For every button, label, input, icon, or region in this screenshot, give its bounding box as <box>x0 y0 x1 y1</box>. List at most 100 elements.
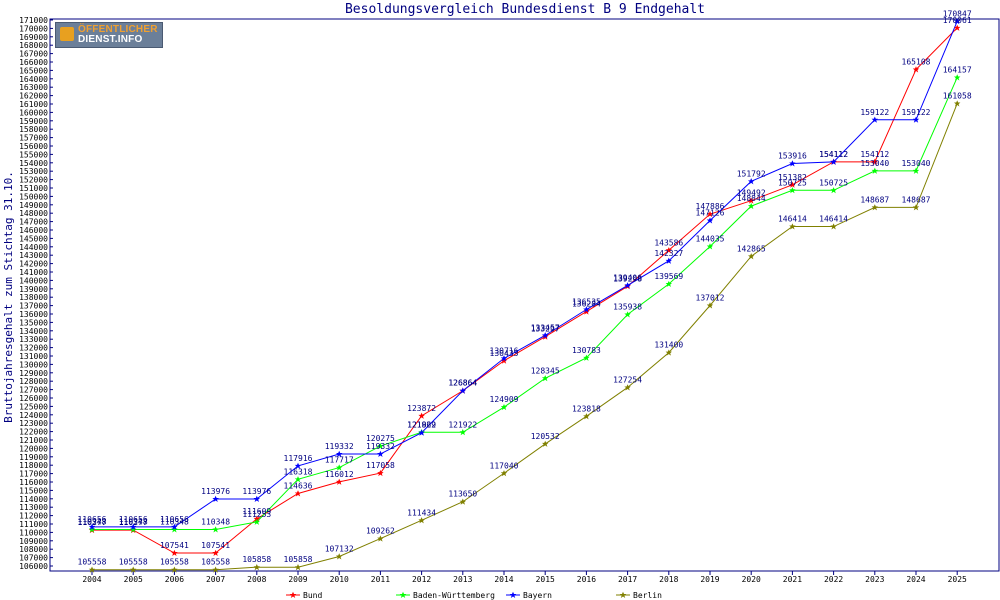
data-label: 105558 <box>160 558 189 567</box>
x-tick-label: 2016 <box>577 575 596 584</box>
y-tick-label: 143000 <box>19 251 48 260</box>
y-tick-label: 170000 <box>19 24 48 33</box>
data-point <box>171 566 178 573</box>
y-tick-label: 122000 <box>19 428 48 437</box>
y-tick-label: 136000 <box>19 310 48 319</box>
x-tick-label: 2025 <box>948 575 967 584</box>
y-tick-label: 158000 <box>19 125 48 134</box>
x-tick-label: 2024 <box>906 575 925 584</box>
y-tick-label: 108000 <box>19 545 48 554</box>
legend-entry: Bayern <box>523 591 552 600</box>
data-point <box>294 476 302 483</box>
data-label: 154112 <box>819 150 848 159</box>
data-label: 159122 <box>902 108 931 117</box>
data-point <box>377 535 384 542</box>
y-tick-label: 165000 <box>19 66 48 75</box>
y-tick-label: 126000 <box>19 394 48 403</box>
data-point <box>830 158 837 165</box>
data-point <box>542 440 549 447</box>
data-label: 133457 <box>531 323 560 332</box>
legend-marker <box>289 591 297 598</box>
y-tick-label: 118000 <box>19 461 48 470</box>
data-point <box>830 187 837 194</box>
data-point <box>294 490 302 497</box>
legend-marker <box>399 591 407 598</box>
data-point <box>789 181 796 188</box>
data-point <box>665 280 672 288</box>
data-point <box>377 450 384 458</box>
data-point <box>748 202 755 210</box>
data-label: 113976 <box>201 487 230 496</box>
data-label: 110277 <box>78 518 107 527</box>
y-tick-label: 155000 <box>19 150 48 159</box>
y-tick-label: 123000 <box>19 419 48 428</box>
y-tick-label: 133000 <box>19 335 48 344</box>
data-label: 111609 <box>242 507 271 516</box>
data-label: 130433 <box>490 349 519 358</box>
data-label: 120532 <box>531 432 560 441</box>
y-tick-label: 120000 <box>19 444 48 453</box>
y-tick-label: 110000 <box>19 528 48 537</box>
data-label: 164157 <box>943 65 972 74</box>
data-label: 146414 <box>819 215 848 224</box>
y-tick-label: 169000 <box>19 33 48 42</box>
data-label: 142865 <box>737 244 766 253</box>
data-point <box>294 462 302 469</box>
data-label: 159122 <box>860 108 889 117</box>
series-line-0 <box>92 27 958 554</box>
data-label: 154112 <box>860 150 889 159</box>
site-logo: ÖFFENTLICHER DIENST.INFO <box>55 22 163 48</box>
y-axis: 1060001070001080001090001100001110001120… <box>19 16 53 571</box>
data-point <box>377 469 384 477</box>
y-tick-label: 153000 <box>19 167 48 176</box>
y-tick-label: 144000 <box>19 243 48 252</box>
y-tick-label: 131000 <box>19 352 48 361</box>
logo-text-line1: ÖFFENTLICHER <box>78 24 158 35</box>
data-point <box>954 74 961 81</box>
y-tick-label: 129000 <box>19 369 48 378</box>
data-point <box>171 526 178 533</box>
y-tick-label: 130000 <box>19 360 48 369</box>
data-label: 133297 <box>531 325 560 334</box>
data-label: 139406 <box>613 273 642 282</box>
data-point <box>954 24 961 31</box>
x-tick-label: 2017 <box>618 575 637 584</box>
data-label: 131400 <box>654 341 683 350</box>
data-point <box>459 387 466 394</box>
data-label: 126864 <box>448 379 477 388</box>
data-point <box>871 167 878 174</box>
y-tick-label: 111000 <box>19 520 48 529</box>
data-label: 105558 <box>119 558 148 567</box>
data-label: 124909 <box>490 395 519 404</box>
y-tick-label: 159000 <box>19 117 48 126</box>
series-line-3 <box>92 103 958 571</box>
y-tick-label: 149000 <box>19 201 48 210</box>
data-point <box>706 217 714 224</box>
y-tick-label: 116000 <box>19 478 48 487</box>
data-point <box>748 178 755 185</box>
series-points <box>88 18 961 573</box>
data-point <box>706 210 714 218</box>
data-label: 150725 <box>819 178 848 187</box>
y-tick-label: 147000 <box>19 218 48 227</box>
data-point <box>542 375 549 382</box>
plot-frame <box>49 18 1000 572</box>
data-label: 110277 <box>119 518 148 527</box>
data-point <box>418 412 425 419</box>
data-label: 111253 <box>242 510 271 519</box>
data-label: 151382 <box>778 173 807 182</box>
x-tick-label: 2006 <box>165 575 184 584</box>
data-label: 119332 <box>366 442 395 451</box>
data-point <box>542 332 549 339</box>
y-tick-label: 114000 <box>19 495 48 504</box>
y-tick-label: 166000 <box>19 58 48 67</box>
data-point <box>171 523 178 530</box>
data-label: 154112 <box>819 150 848 159</box>
data-label: 110656 <box>160 515 189 524</box>
y-tick-label: 119000 <box>19 453 48 462</box>
data-label: 139569 <box>654 272 683 281</box>
data-point <box>830 223 837 230</box>
data-label: 170847 <box>943 9 972 18</box>
y-tick-label: 148000 <box>19 209 48 218</box>
legend-marker <box>509 591 517 598</box>
